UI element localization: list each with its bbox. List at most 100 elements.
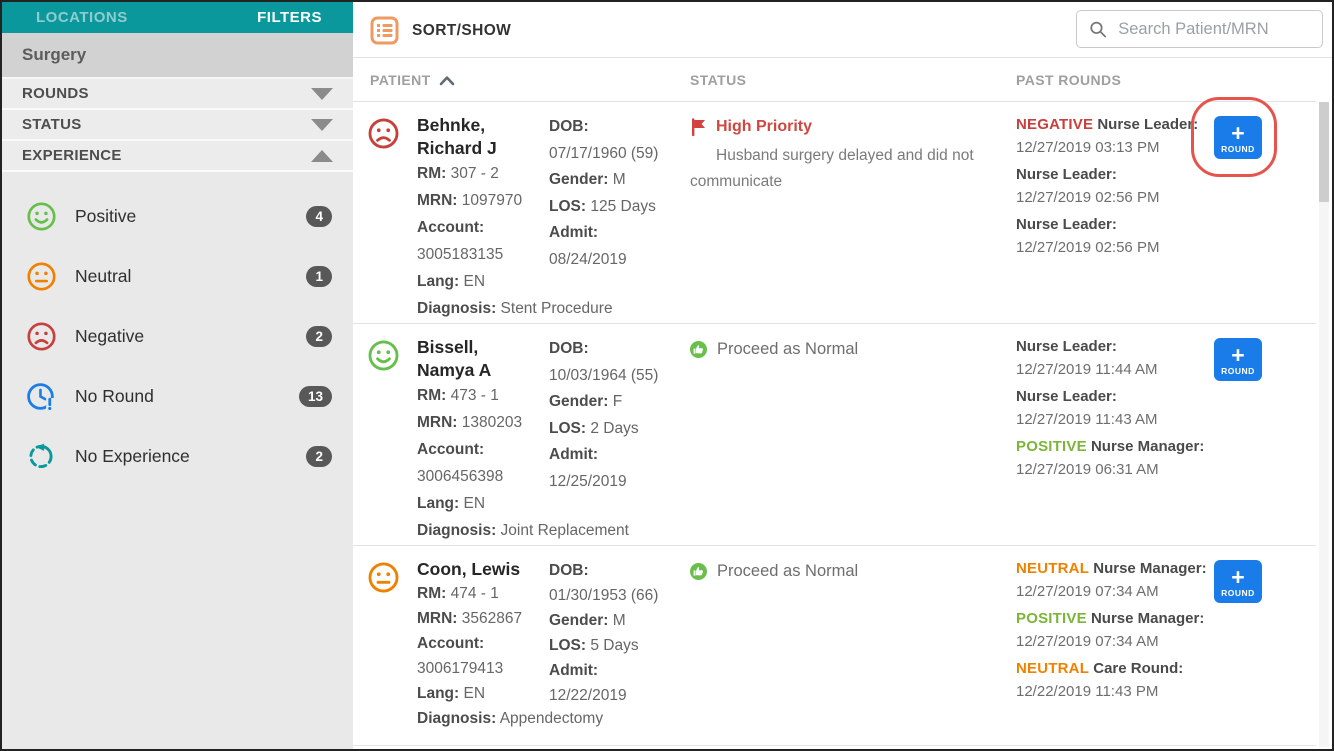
filter-no-round[interactable]: No Round 13	[2, 366, 353, 426]
past-round-entry: POSITIVE Nurse Manager: 12/27/2019 07:34…	[1016, 608, 1221, 653]
thumbs-up-icon	[690, 563, 707, 580]
search-box[interactable]	[1076, 10, 1323, 48]
table-row[interactable]: Coon, Lewis RM: 474 - 1 MRN: 3562867 Acc…	[353, 546, 1316, 749]
round-time: 12/27/2019 03:13 PM	[1016, 138, 1160, 156]
accordion-experience[interactable]: EXPERIENCE	[2, 141, 353, 172]
patient-name[interactable]: Coon, Lewis	[417, 558, 567, 581]
patient-dob: 07/17/1960 (59)	[549, 144, 659, 162]
patient-name-line1: Behnke,	[417, 115, 486, 135]
scrollbar-track[interactable]	[1319, 102, 1329, 747]
accordion-status[interactable]: STATUS	[2, 110, 353, 141]
positive-face-icon	[27, 201, 56, 231]
filter-negative-label: Negative	[75, 325, 145, 346]
chevron-down-icon	[311, 87, 333, 100]
add-round-button-label: ROUND	[1221, 366, 1255, 376]
sort-show-icon	[370, 16, 399, 45]
scrollbar-thumb[interactable]	[1319, 102, 1329, 202]
accordion-rounds-label: ROUNDS	[22, 85, 89, 102]
filter-positive-label: Positive	[75, 205, 137, 226]
positive-face-icon	[367, 339, 400, 377]
negative-face-icon	[367, 117, 400, 155]
patient-mrn: 3562867	[461, 610, 523, 627]
patient-mrn: 1097970	[461, 192, 523, 209]
status-normal-label: Proceed as Normal	[717, 562, 859, 580]
accordion-experience-label: EXPERIENCE	[22, 147, 122, 164]
sort-show-button[interactable]: SORT/SHOW	[370, 16, 511, 45]
past-rounds-cell: Nurse Leader: 12/27/2019 11:44 AM Nurse …	[1016, 336, 1221, 486]
no-experience-icon	[29, 443, 53, 468]
patient-language: EN	[463, 495, 486, 512]
round-role: Nurse Manager:	[1090, 438, 1205, 455]
neutral-face-icon	[367, 561, 400, 599]
filter-positive[interactable]: Positive 4	[2, 186, 353, 246]
round-time: 12/27/2019 07:34 AM	[1016, 582, 1159, 600]
round-role: Nurse Manager:	[1093, 560, 1207, 577]
add-round-button[interactable]: + ROUND	[1214, 338, 1262, 381]
round-sentiment: NEGATIVE	[1016, 116, 1094, 133]
topbar: SORT/SHOW	[353, 2, 1332, 58]
patient-account: 3006179413	[417, 660, 504, 677]
round-time: 12/27/2019 06:31 AM	[1016, 460, 1159, 478]
past-round-entry: Nurse Leader: 12/27/2019 02:56 PM	[1016, 164, 1221, 209]
patient-los: 2 Days	[590, 419, 639, 437]
patient-details-left: RM: 474 - 1 MRN: 3562867 Account: 300617…	[417, 585, 604, 727]
filter-neutral[interactable]: Neutral 1	[2, 246, 353, 306]
sidebar: LOCATIONS FILTERS Surgery ROUNDS STATUS …	[2, 2, 353, 749]
patient-dob: 01/30/1953 (66)	[549, 587, 659, 604]
sidebar-tab-bar: LOCATIONS FILTERS	[2, 2, 353, 33]
filter-no-experience[interactable]: No Experience 2	[2, 426, 353, 486]
past-rounds-cell: NEGATIVE Nurse Leader: 12/27/2019 03:13 …	[1016, 114, 1221, 264]
patient-name-line2: Namya A	[417, 360, 492, 380]
past-rounds-cell: NEUTRAL Nurse Manager: 12/27/2019 07:34 …	[1016, 558, 1221, 708]
round-sentiment: POSITIVE	[1016, 438, 1087, 455]
status-cell: High Priority Husband surgery delayed an…	[690, 118, 1000, 195]
tab-filters[interactable]: FILTERS	[257, 9, 322, 26]
search-icon	[1090, 21, 1107, 37]
past-round-entry: NEGATIVE Nurse Leader: 12/27/2019 03:13 …	[1016, 114, 1221, 159]
column-header-patient[interactable]: PATIENT	[370, 72, 455, 88]
patient-admit-date: 12/25/2019	[549, 472, 627, 490]
selected-location[interactable]: Surgery	[2, 33, 353, 79]
status-high-priority-label: High Priority	[716, 118, 813, 135]
filter-no-experience-label: No Experience	[75, 445, 190, 466]
patient-diagnosis: Joint Replacement	[500, 522, 629, 539]
add-round-button-label: ROUND	[1221, 588, 1255, 598]
table-row[interactable]: Bissell, Namya A RM: 473 - 1 MRN: 138020…	[353, 324, 1316, 546]
filter-negative-count: 2	[306, 325, 332, 347]
plus-icon: +	[1231, 120, 1245, 146]
round-role: Nurse Leader:	[1016, 166, 1117, 183]
patient-account: 3006456398	[417, 468, 504, 485]
round-time: 12/27/2019 11:44 AM	[1016, 360, 1158, 378]
patient-details-right: DOB: 07/17/1960 (59) Gender: M LOS: 125 …	[549, 114, 679, 273]
patient-room: 474 - 1	[450, 585, 499, 602]
column-header-status[interactable]: STATUS	[690, 72, 747, 88]
table-row[interactable]: Behnke, Richard J RM: 307 - 2 MRN: 10979…	[353, 102, 1316, 324]
column-header-past-rounds[interactable]: PAST ROUNDS	[1016, 72, 1122, 88]
filter-neutral-count: 1	[306, 265, 332, 287]
add-round-button[interactable]: + ROUND	[1214, 116, 1262, 159]
plus-icon: +	[1231, 564, 1245, 590]
tab-locations[interactable]: LOCATIONS	[36, 9, 128, 26]
patient-room: 473 - 1	[450, 387, 499, 404]
round-sentiment: POSITIVE	[1016, 610, 1087, 627]
patient-diagnosis: Stent Procedure	[500, 300, 613, 317]
list-bottom-divider	[353, 745, 1316, 746]
round-time: 12/27/2019 07:34 AM	[1016, 632, 1159, 650]
patient-account: 3005183135	[417, 246, 504, 263]
patient-details-left: RM: 307 - 2 MRN: 1097970 Account: 300518…	[417, 165, 613, 317]
add-round-button[interactable]: + ROUND	[1214, 560, 1262, 603]
patient-gender: M	[612, 171, 626, 188]
filter-negative[interactable]: Negative 2	[2, 306, 353, 366]
round-role: Nurse Manager:	[1090, 610, 1205, 627]
accordion-rounds[interactable]: ROUNDS	[2, 79, 353, 110]
search-input[interactable]	[1118, 19, 1310, 39]
round-role: Nurse Leader:	[1016, 388, 1117, 405]
patient-dob: 10/03/1964 (55)	[549, 366, 659, 384]
round-time: 12/27/2019 02:56 PM	[1016, 188, 1160, 206]
patient-details-right: DOB: 01/30/1953 (66) Gender: M LOS: 5 Da…	[549, 558, 679, 708]
filter-no-round-label: No Round	[75, 385, 154, 406]
patient-name[interactable]: Bissell, Namya A	[417, 336, 549, 382]
flag-icon	[692, 118, 705, 136]
past-round-entry: POSITIVE Nurse Manager: 12/27/2019 06:31…	[1016, 436, 1221, 481]
patient-name[interactable]: Behnke, Richard J	[417, 114, 549, 160]
